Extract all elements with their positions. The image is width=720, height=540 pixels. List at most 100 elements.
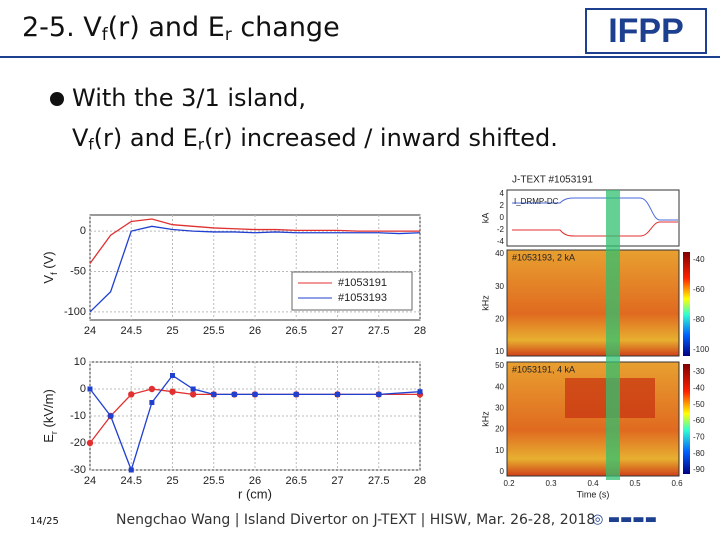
y-axis-label-part: r: [49, 431, 59, 434]
x-tick-label: 27: [331, 325, 343, 337]
marker: [169, 388, 176, 395]
y-tick-label: 10: [74, 356, 86, 368]
panel-tick-label: 0: [500, 467, 505, 476]
x-tick-label: 28: [414, 325, 426, 337]
marker: [189, 391, 197, 398]
marker: [128, 467, 134, 473]
series-line: [89, 225, 421, 313]
page-number: 14/25: [30, 516, 59, 527]
x-tick-label: 27.5: [368, 325, 389, 337]
marker: [170, 373, 175, 378]
panel-axis-label: kA: [480, 213, 490, 224]
y-axis-label-part: (V): [41, 251, 56, 272]
y-axis-label-part: (kV/m): [41, 389, 56, 431]
panel-tick-label: 0.5: [629, 479, 641, 488]
colorbar: [683, 364, 690, 474]
marker: [231, 391, 237, 397]
current-panel: [506, 189, 680, 247]
panel-tick-label: 40: [495, 382, 504, 391]
colorbar-label: -100: [693, 345, 710, 354]
panel-axis-label: kHz: [480, 295, 490, 311]
x-tick-label: 25: [166, 475, 178, 487]
marker: [86, 439, 94, 447]
panel-axis-label: Time (s): [577, 489, 610, 499]
colorbar-label: -70: [693, 432, 705, 441]
marker: [149, 400, 155, 405]
y-tick-label: 0: [80, 383, 86, 395]
panel-tick-label: 0: [500, 213, 505, 222]
y-axis-label-part: V: [41, 275, 56, 284]
title-rule: [0, 56, 720, 58]
x-tick-label: 26: [249, 325, 261, 337]
panel-tick-label: 0.2: [503, 479, 515, 488]
y-axis-label: Vf (V): [41, 251, 59, 283]
x-tick-label: 24.5: [121, 325, 142, 337]
x-tick-label: 24.5: [121, 475, 142, 487]
panel-tick-label: 4: [500, 189, 505, 198]
x-tick-label: 24: [84, 325, 96, 337]
x-tick-label: 25.5: [203, 475, 224, 487]
panel-tick-label: 10: [495, 347, 504, 356]
panel-tick-label: 20: [495, 314, 504, 323]
x-tick-label: 27.5: [368, 475, 389, 487]
panel-tick-label: 10: [495, 446, 504, 455]
marker: [252, 391, 258, 397]
logo: IFPP: [585, 8, 707, 54]
y-axis-label: Er (kV/m): [41, 389, 59, 443]
marker: [417, 389, 423, 395]
panel-tick-label: -4: [497, 237, 505, 246]
panel-tick-label: 30: [495, 282, 504, 291]
x-tick-label: 25.5: [203, 325, 224, 337]
colorbar-label: -80: [693, 449, 705, 458]
y-tick-label: -50: [70, 265, 86, 277]
colorbar-label: -30: [693, 367, 705, 376]
y-tick-label: -100: [64, 306, 86, 318]
colorbar-label: -50: [693, 400, 705, 409]
panel-tick-label: 20: [495, 425, 504, 434]
x-tick-label: 25: [166, 325, 178, 337]
legend-label: #1053191: [338, 277, 387, 289]
panel-tick-label: 2: [500, 201, 505, 210]
time-highlight: [606, 190, 620, 480]
colorbar-label: -80: [693, 315, 705, 324]
panel-tick-label: 40: [495, 249, 504, 258]
footer-text: Nengchao Wang | Island Divertor on J-TEX…: [116, 512, 596, 528]
colorbar: [683, 252, 690, 356]
colorbar-label: -60: [693, 416, 705, 425]
colorbar-label: -40: [693, 255, 705, 264]
legend-label: #1053193: [338, 292, 387, 304]
y-tick-label: -20: [70, 437, 86, 449]
y-tick-label: -30: [70, 464, 86, 476]
marker: [128, 391, 135, 398]
marker: [376, 391, 382, 397]
series-line: [89, 218, 420, 264]
marker: [293, 391, 299, 397]
spectrogram: [506, 249, 680, 357]
x-tick-label: 24: [84, 475, 96, 487]
marker: [108, 413, 114, 419]
legend: [291, 271, 413, 311]
panel-tick-label: 0.6: [671, 479, 683, 488]
x-tick-label: 26.5: [286, 325, 307, 337]
colorbar-label: -60: [693, 285, 705, 294]
x-tick-label: 27: [331, 475, 343, 487]
panel-title: J-TEXT #1053191: [512, 175, 593, 186]
y-axis-label-part: E: [41, 434, 56, 443]
bullet-line: With the 3/1 island,: [72, 84, 307, 112]
marker: [87, 386, 93, 392]
x-axis-label: r (cm): [238, 486, 272, 501]
panel-legend: I_DRMP-DC: [514, 197, 559, 206]
panel-label: #1053193, 2 kA: [512, 252, 575, 262]
colorbar-label: -40: [693, 383, 705, 392]
y-tick-label: -10: [70, 410, 86, 422]
panel-tick-label: 30: [495, 404, 504, 413]
x-tick-label: 28: [414, 475, 426, 487]
x-tick-label: 26.5: [286, 475, 307, 487]
panel-tick-label: 0.4: [587, 479, 599, 488]
university-logo: ◎ ▬▬▬▬: [592, 512, 657, 527]
colorbar-label: -90: [693, 465, 705, 474]
bullet-line: Vf(r) and Er(r) increased / inward shift…: [72, 124, 558, 154]
panel-tick-label: 50: [495, 361, 504, 370]
